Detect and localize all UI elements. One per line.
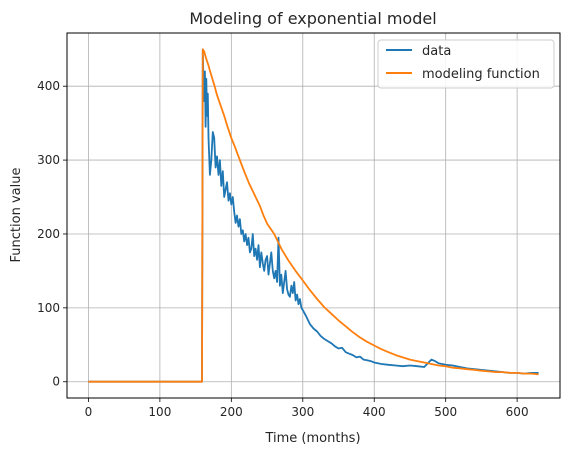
plot-area — [88, 48, 539, 383]
x-tick-label: 500 — [434, 405, 457, 419]
chart-title: Modeling of exponential model — [189, 9, 436, 28]
x-tick-label: 600 — [506, 405, 529, 419]
legend-label-modeling-function: modeling function — [422, 67, 540, 82]
y-tick-label: 300 — [37, 153, 60, 167]
x-axis-label: Time (months) — [264, 431, 360, 446]
y-tick-label: 100 — [37, 301, 60, 315]
legend-label-data: data — [422, 44, 451, 59]
axes-frame — [66, 32, 561, 399]
y-tick-label: 200 — [37, 227, 60, 241]
legend-box — [377, 39, 555, 89]
x-tick-label: 300 — [291, 405, 314, 419]
x-tick-label: 100 — [148, 405, 171, 419]
tick-labels: 0 100 200 300 400 500 600 0 100 200 300 400 — [37, 79, 528, 419]
y-tick-label: 400 — [37, 79, 60, 93]
y-axis-label: Function value — [9, 168, 24, 263]
y-tick-label: 0 — [52, 375, 60, 389]
legend: data modeling function — [377, 39, 555, 89]
x-tick-label: 200 — [220, 405, 243, 419]
x-tick-label: 400 — [363, 405, 386, 419]
series-line-data — [88, 48, 539, 383]
series-line-modeling-function — [88, 48, 539, 383]
x-tick-label: 0 — [85, 405, 93, 419]
